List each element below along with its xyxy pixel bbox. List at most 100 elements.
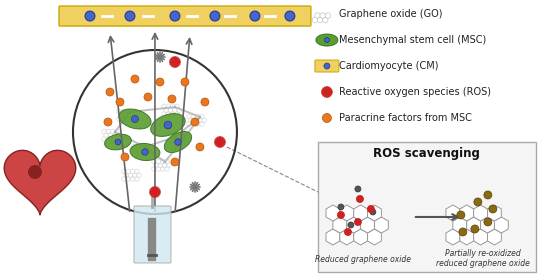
Polygon shape (133, 173, 137, 178)
Polygon shape (196, 122, 200, 127)
Circle shape (471, 225, 479, 233)
Circle shape (322, 114, 331, 122)
Polygon shape (175, 104, 179, 109)
FancyBboxPatch shape (59, 6, 311, 26)
Circle shape (459, 228, 467, 236)
Polygon shape (154, 163, 158, 168)
Polygon shape (145, 152, 149, 157)
Circle shape (121, 153, 129, 161)
Polygon shape (474, 205, 487, 221)
Polygon shape (117, 109, 121, 114)
Polygon shape (326, 205, 340, 221)
Polygon shape (185, 142, 189, 147)
Polygon shape (340, 229, 354, 245)
Polygon shape (115, 129, 119, 134)
Polygon shape (165, 159, 169, 164)
Polygon shape (122, 176, 126, 181)
Polygon shape (474, 229, 487, 245)
Circle shape (355, 186, 361, 192)
Polygon shape (140, 152, 145, 157)
Polygon shape (162, 104, 166, 109)
Polygon shape (167, 163, 171, 168)
Text: Reduced graphene oxide: Reduced graphene oxide (315, 255, 411, 264)
Polygon shape (170, 112, 175, 117)
Polygon shape (145, 144, 149, 149)
Polygon shape (166, 112, 170, 117)
Polygon shape (106, 137, 111, 142)
Polygon shape (180, 142, 185, 147)
Circle shape (348, 222, 354, 228)
Polygon shape (487, 205, 501, 221)
Circle shape (116, 98, 124, 106)
Polygon shape (130, 117, 134, 122)
Circle shape (324, 63, 330, 69)
Polygon shape (132, 152, 136, 157)
Polygon shape (175, 112, 179, 117)
Polygon shape (135, 169, 139, 174)
Polygon shape (193, 118, 198, 123)
Polygon shape (121, 117, 125, 122)
Text: Mesenchymal stem cell (MSC): Mesenchymal stem cell (MSC) (339, 35, 486, 45)
Polygon shape (375, 217, 388, 233)
Circle shape (489, 205, 497, 213)
Polygon shape (136, 152, 140, 157)
Polygon shape (185, 134, 189, 139)
Circle shape (171, 158, 179, 166)
Polygon shape (156, 159, 160, 164)
Polygon shape (333, 217, 347, 233)
Polygon shape (111, 129, 115, 134)
Text: Partially re-oxidized
reduced graphene oxide: Partially re-oxidized reduced graphene o… (436, 248, 530, 268)
Circle shape (196, 143, 204, 151)
Polygon shape (122, 169, 126, 174)
Polygon shape (132, 144, 136, 149)
Polygon shape (460, 229, 474, 245)
Text: Graphene oxide (GO): Graphene oxide (GO) (339, 9, 442, 19)
Polygon shape (137, 173, 141, 178)
Polygon shape (178, 138, 183, 143)
Polygon shape (123, 113, 127, 118)
Polygon shape (367, 205, 382, 221)
Polygon shape (166, 104, 170, 109)
Circle shape (106, 88, 114, 96)
Text: Paracrine factors from MSC: Paracrine factors from MSC (339, 113, 472, 123)
Text: Reactive oxygen species (ROS): Reactive oxygen species (ROS) (339, 87, 491, 97)
Polygon shape (176, 142, 180, 147)
Text: ROS scavenging: ROS scavenging (373, 147, 480, 160)
Polygon shape (125, 117, 130, 122)
Circle shape (338, 204, 344, 210)
Polygon shape (170, 104, 175, 109)
Polygon shape (113, 133, 117, 138)
Polygon shape (453, 217, 467, 233)
Circle shape (115, 139, 121, 145)
Polygon shape (131, 169, 135, 174)
Polygon shape (172, 134, 176, 139)
Polygon shape (187, 114, 191, 119)
Ellipse shape (105, 134, 131, 150)
Circle shape (484, 191, 492, 199)
Circle shape (191, 118, 199, 126)
Circle shape (484, 218, 492, 226)
Polygon shape (128, 173, 133, 178)
Polygon shape (138, 148, 143, 153)
Polygon shape (160, 159, 165, 164)
Polygon shape (162, 112, 166, 117)
Polygon shape (121, 109, 125, 114)
Circle shape (156, 78, 164, 86)
Polygon shape (119, 113, 123, 118)
Circle shape (250, 11, 260, 21)
Polygon shape (104, 133, 108, 138)
Polygon shape (176, 134, 180, 139)
Polygon shape (460, 205, 474, 221)
Polygon shape (198, 118, 202, 123)
Polygon shape (481, 217, 494, 233)
Polygon shape (183, 138, 187, 143)
Polygon shape (136, 144, 140, 149)
Circle shape (170, 11, 180, 21)
Polygon shape (117, 117, 121, 122)
Circle shape (175, 139, 181, 145)
Polygon shape (315, 12, 320, 19)
Polygon shape (152, 159, 156, 164)
Polygon shape (134, 148, 138, 153)
Polygon shape (140, 144, 145, 149)
Circle shape (210, 11, 220, 21)
